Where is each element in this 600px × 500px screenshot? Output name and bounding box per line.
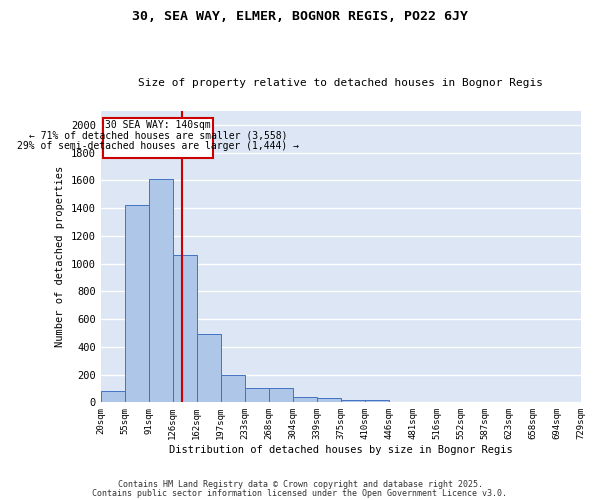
- Bar: [173, 256, 197, 402]
- Text: ← 71% of detached houses are smaller (3,558): ← 71% of detached houses are smaller (3,…: [29, 130, 287, 140]
- Text: Contains public sector information licensed under the Open Government Licence v3: Contains public sector information licen…: [92, 490, 508, 498]
- Bar: [269, 388, 293, 402]
- Text: 30 SEA WAY: 140sqm: 30 SEA WAY: 140sqm: [105, 120, 211, 130]
- FancyBboxPatch shape: [103, 118, 213, 158]
- Text: Contains HM Land Registry data © Crown copyright and database right 2025.: Contains HM Land Registry data © Crown c…: [118, 480, 482, 489]
- Bar: [365, 400, 389, 402]
- Bar: [221, 374, 245, 402]
- Bar: [101, 391, 125, 402]
- Text: 30, SEA WAY, ELMER, BOGNOR REGIS, PO22 6JY: 30, SEA WAY, ELMER, BOGNOR REGIS, PO22 6…: [132, 10, 468, 23]
- Bar: [197, 334, 221, 402]
- Bar: [317, 398, 341, 402]
- Bar: [341, 400, 365, 402]
- Y-axis label: Number of detached properties: Number of detached properties: [55, 166, 65, 348]
- X-axis label: Distribution of detached houses by size in Bognor Regis: Distribution of detached houses by size …: [169, 445, 512, 455]
- Bar: [125, 206, 149, 402]
- Bar: [245, 388, 269, 402]
- Bar: [149, 179, 173, 402]
- Title: Size of property relative to detached houses in Bognor Regis: Size of property relative to detached ho…: [138, 78, 543, 88]
- Text: 29% of semi-detached houses are larger (1,444) →: 29% of semi-detached houses are larger (…: [17, 141, 299, 151]
- Bar: [293, 397, 317, 402]
